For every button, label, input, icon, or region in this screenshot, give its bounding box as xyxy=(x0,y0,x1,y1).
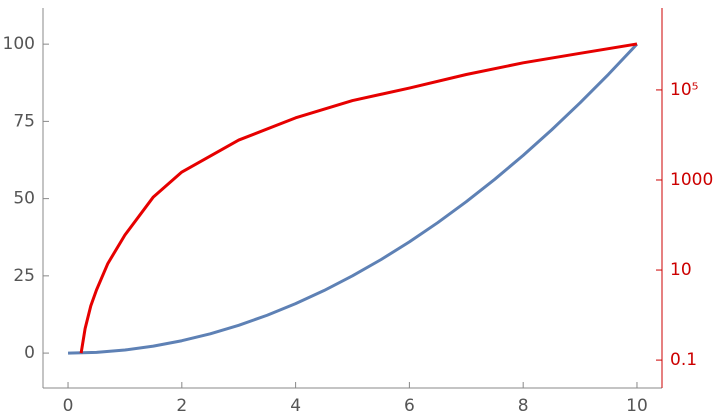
y2-tick-label: 1000 xyxy=(670,170,713,190)
series-line xyxy=(67,43,639,355)
y-tick-label: 50 xyxy=(13,189,35,209)
y-tick-label: 0 xyxy=(24,343,35,363)
x-tick-label: 10 xyxy=(626,396,648,416)
y-tick-label: 75 xyxy=(13,111,35,131)
y-tick-label: 25 xyxy=(13,266,35,286)
series-line xyxy=(79,42,638,354)
y2-tick-label: 10⁵ xyxy=(670,80,698,100)
x-tick-label: 0 xyxy=(63,396,74,416)
y-tick-label: 100 xyxy=(3,34,35,54)
x-tick-label: 8 xyxy=(518,396,529,416)
y2-tick-label: 0.1 xyxy=(670,350,697,370)
y2-tick-label: 10 xyxy=(670,260,692,280)
x-tick-label: 4 xyxy=(290,396,301,416)
x-tick-label: 2 xyxy=(176,396,187,416)
x-tick-label: 6 xyxy=(404,396,415,416)
